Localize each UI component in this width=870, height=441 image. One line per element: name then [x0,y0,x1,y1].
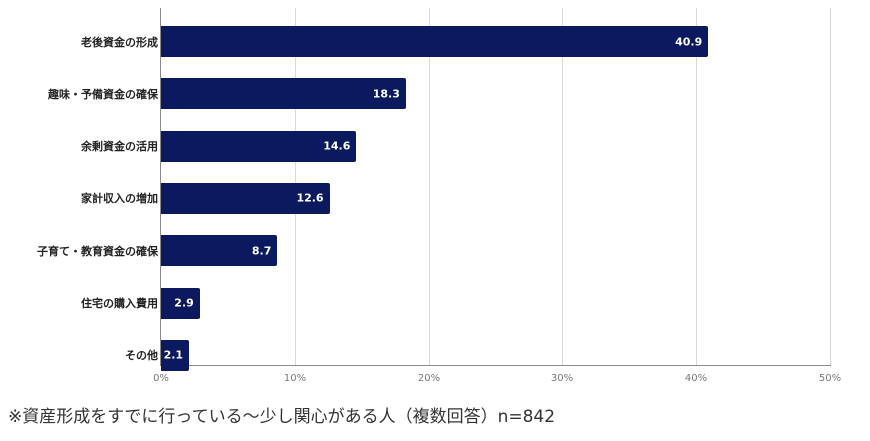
bar-value-label: 8.7 [251,244,272,258]
y-axis-line [160,8,161,366]
bar-value-label: 12.6 [296,191,324,205]
category-label: その他 [125,349,158,363]
bar-value-label: 2.9 [174,296,194,310]
gridline [696,8,697,365]
bar-value-label: 2.1 [163,348,184,362]
bar: 12.6 [161,182,330,214]
category-label: 子育て・教育資金の確保 [37,244,158,258]
x-tick-label: 40% [684,373,708,384]
bar: 8.7 [161,235,278,267]
category-label: 趣味・予備資金の確保 [48,87,158,101]
category-label: 余剰資金の活用 [81,140,158,154]
category-label: 住宅の購入費用 [81,297,158,310]
gridline [429,8,430,365]
gridline [830,8,831,365]
bar: 40.9 [161,26,709,57]
category-label: 老後資金の形成 [81,35,158,49]
bar-value-label: 14.6 [323,139,351,153]
bar-value-label: 18.3 [372,87,400,101]
bar: 2.9 [161,287,200,319]
gridline [562,8,563,365]
footnote: ※資産形成をすでに行っている～少し関心がある人（複数回答）n=842 [8,407,556,427]
bar: 18.3 [161,78,406,110]
x-tick-label: 20% [417,373,441,384]
bar: 14.6 [161,130,357,162]
x-tick-label: 0% [153,373,169,384]
x-tick-label: 10% [283,373,307,384]
bar-value-label: 40.9 [675,35,703,48]
x-tick-label: 50% [818,373,842,384]
bar: 2.1 [161,339,190,371]
x-tick-label: 30% [550,373,574,384]
x-axis-line [160,365,831,366]
category-label: 家計収入の増加 [81,192,158,206]
